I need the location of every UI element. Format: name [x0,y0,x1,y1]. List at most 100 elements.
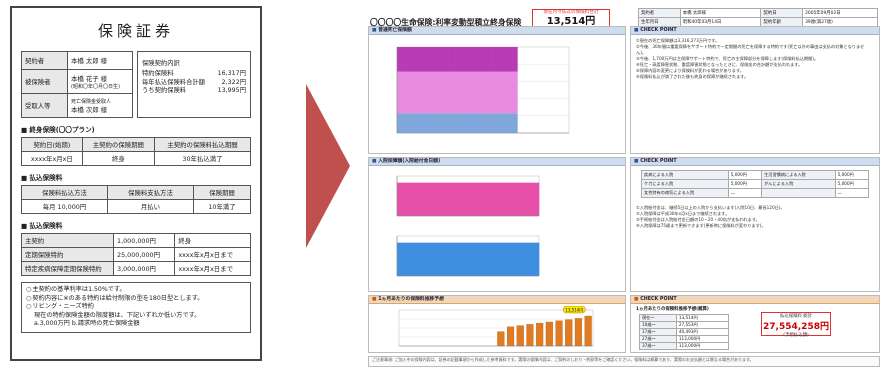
bar-segment [425,242,433,276]
table-header: 保険期間 [192,185,252,200]
bar-segment [510,242,518,276]
bar [507,326,515,347]
certificate-header-area: 契約者 本橋 太郎 様 被保険者 本橋 花子 様 (昭和〇年〇月〇日生) 受取人… [21,51,251,118]
table-cell: xxxx年x月x日まで [174,261,251,276]
table-header: 保険料支払方法 [106,185,194,200]
whole-life-section-title: 終身保険(〇〇プラン) [21,124,251,134]
table-cell: 5,000円 [727,170,763,180]
bar-segment [440,113,449,133]
table-cell: 1,000,000円 [112,233,176,248]
bar-segment [422,113,432,133]
bar-segment [474,47,484,72]
table-cell: 主契約 [21,233,114,248]
check-point-header: CHECK POINT [631,27,879,35]
monthly-premium-panel: 1ヵ月あたりの保険料推移予想 13,514円 [368,295,626,353]
total-premium-box: 払込保険料 総計 27,554,258円 (予想払込額) [761,312,831,338]
check-point-line: ⑤保障内容の変更により保険料が変わる場合があります。 [636,68,744,73]
bar-segment [500,47,510,72]
bar-segment [508,47,518,72]
check-point-line: ①現在の死亡保障額は3,316,273万円です。 [636,38,720,43]
table-cell: 30年払込満了 [153,151,252,166]
bar-segment [418,242,426,276]
bar [584,315,592,347]
table-header: 主契約の保険期間 [81,137,155,152]
bar-segment [524,182,533,216]
bar [536,323,544,347]
note-item: リビング・ニーズ特約 [26,303,246,312]
bar-segment [457,47,467,72]
hospital-benefit-panel: 入院保障額(入院給付金日額) [368,157,626,292]
bar [574,318,582,347]
bar-segment [489,242,497,276]
coverage-table: 主契約 1,000,000円 終身 定期保険特約 25,000,000円 xxx… [21,233,251,276]
contract-row: うち契約保険料 13,995円 [142,87,246,96]
contract-row-value: 13,995円 [217,87,246,95]
table-cell: 27,553円 [675,321,730,329]
bar-segment [510,182,518,216]
bar-segment [405,113,415,133]
report-info-table: 契約者 本橋 太郎様 契約日 2005年09月02日 生年月日 昭和40年03月… [638,8,878,27]
bar-segment [491,113,501,133]
monthly-premium-chart: 13,514円 [398,306,594,347]
check-point-panel-3: CHECK POINT 1ヵ月あたりの保険料推移予想(概算) 現在〜13,514… [630,295,880,353]
bar-segment [440,47,449,72]
bar-segment [439,242,447,276]
table-cell: 現在〜 [639,314,677,322]
bar [545,321,553,347]
bar-segment [483,47,492,72]
table-cell: 113,000円 [675,342,730,350]
bar-segment [431,71,441,114]
note-item: 現在の特約保険金額の限度額は、下記いずれか低い方です。 [34,311,201,319]
insured-cell: 本橋 花子 様 (昭和〇年〇月〇日生) [67,69,133,94]
bar-segment [422,71,432,114]
contract-row-label: 毎年払込保険料合計額 [142,78,205,86]
policyholder-table: 契約者 本橋 太郎 様 被保険者 本橋 花子 様 (昭和〇年〇月〇日生) 受取人… [21,51,133,118]
table-cell: — [834,188,870,198]
death-benefit-chart [396,46,570,134]
whole-life-table: 契約日(始期) 主契約の保険期間 主契約の保険料払込期間 xxxx年x月x日 終… [21,137,252,166]
bar-segment [411,182,419,216]
check-point-text: ①入院給付金は、継続5日以上の入院から支払います(入院10日、最長120日)。 … [631,202,879,232]
info-value: 2005年09月02日 [802,8,878,18]
bar-segment [397,182,405,216]
total-premium-sub: (予想払込額) [783,333,809,338]
table-cell: 17歳〜 [639,328,677,336]
notes-box: 主契約の基準利率は1.50%です。 契約内容に※のある特約は給付制限の型を180… [21,282,251,333]
bar-segment [446,182,455,216]
table-header: 契約日(始期) [21,137,83,152]
bar-segment [491,71,501,114]
current-premium-label: 現在月々払込の保険料合計 [543,10,599,15]
bar [565,319,573,347]
bar-segment [489,182,497,216]
check-point-line: ②今後、30年間は重要保障をサポート特約で一定期間の死亡を保障する特約です(死亡… [636,44,865,55]
bar-segment [465,113,475,133]
premium-payment-section-title: 払込保険料 [21,172,251,182]
bar-segment [453,182,462,216]
bar-segment [418,182,426,216]
bar-segment [496,182,504,216]
bar-segment [414,113,424,133]
bar-segment [496,242,504,276]
contract-breakdown-box: 保険契約内訳 特約保険料 16,317円 毎年払込保険料合計額 2,322円 うち契… [137,51,251,118]
monthly-premium-header: 1ヵ月あたりの保険料推移予想 [369,296,625,304]
bar [555,320,563,347]
check-point-line: ③今後、1,700万円は主保障サポート特約で、死亡の主保障部分を保障します(保険… [636,56,819,61]
check-point-line: ②入院保障は平成30年x月x日まで継続されます。 [636,211,730,216]
info-key: 契約者 [638,8,681,18]
total-premium-label: 払込保険料 総計 [779,314,813,319]
bar-segment [508,113,518,133]
bar-segment [448,47,458,72]
bar-segment [439,182,447,216]
hospital-illness-chart [396,175,540,217]
contract-row: 特約保険料 16,317円 [142,70,246,79]
bar-segment [446,242,455,276]
table-header: 保険料払込方法 [21,185,108,200]
bar-segment [397,71,406,114]
bar-segment [474,71,484,114]
table-cell: 27歳〜 [639,335,677,343]
check-point-header: CHECK POINT [631,158,879,166]
contract-breakdown-heading: 保険契約内訳 [142,60,180,67]
bar-segment [460,242,469,276]
hospital-injury-chart [396,235,540,277]
